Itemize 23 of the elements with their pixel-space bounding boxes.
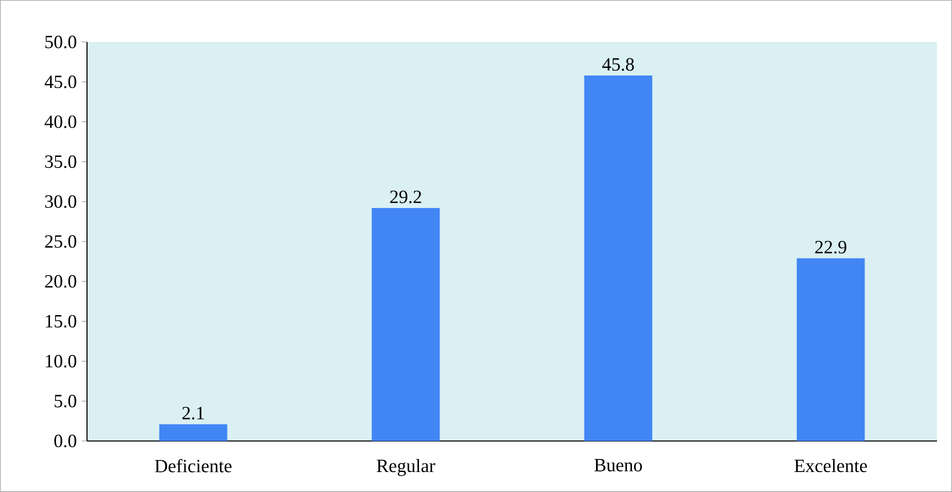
y-tick-label: 50.0 — [45, 36, 76, 48]
x-tick-label: Excelente — [794, 459, 867, 472]
y-tick-label: 5.0 — [54, 394, 76, 408]
y-tick-label: 30.0 — [45, 195, 76, 208]
bar — [796, 258, 865, 441]
bar — [372, 208, 440, 441]
y-tick-label: 10.0 — [46, 354, 76, 368]
x-tick-label: Bueno — [594, 459, 642, 472]
y-tick-label: 45.0 — [44, 76, 76, 88]
y-tick-label: 25.0 — [45, 235, 76, 248]
bar — [159, 424, 228, 441]
x-tick-label: Deficiente — [154, 459, 232, 472]
y-tick-label: 40.0 — [44, 115, 76, 128]
bar — [584, 76, 652, 441]
x-tick-label: Regular — [376, 459, 436, 476]
data-label: 45.8 — [602, 58, 634, 71]
y-tick-label: 15.0 — [46, 314, 76, 328]
data-label: 2.1 — [182, 406, 204, 420]
y-tick-label: 20.0 — [45, 275, 76, 288]
data-label: 29.2 — [390, 190, 422, 204]
y-tick-label: 0.0 — [54, 434, 76, 448]
y-tick-label: 35.0 — [45, 155, 76, 168]
data-label: 22.9 — [815, 240, 846, 254]
